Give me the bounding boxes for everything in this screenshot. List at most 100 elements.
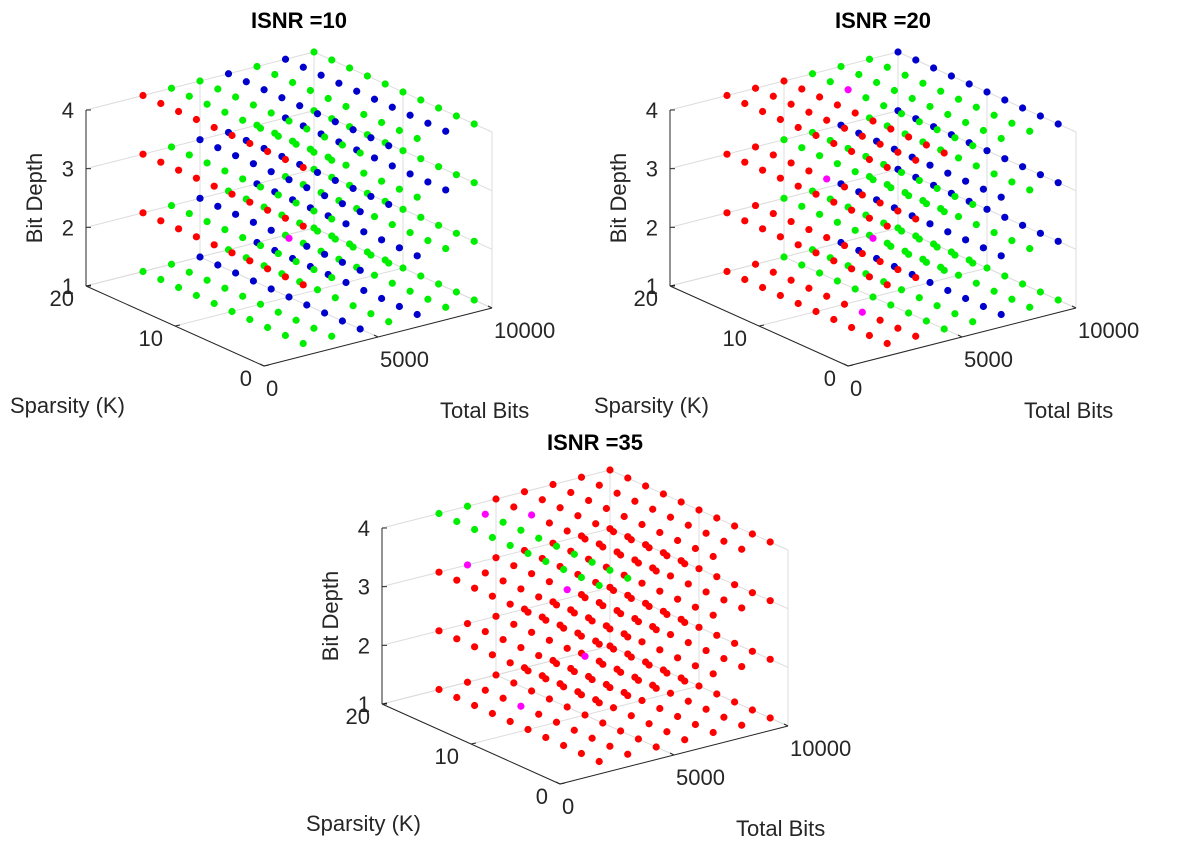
data-point-green: [470, 296, 478, 304]
data-point-blue: [944, 228, 952, 236]
data-point-red: [883, 281, 891, 289]
data-point-green: [922, 258, 931, 266]
x-tick-labels: 0 5000 10000: [266, 318, 555, 401]
data-point-red: [741, 275, 749, 284]
data-point-green: [1001, 272, 1009, 280]
data-point-red: [595, 757, 603, 766]
data-point-green: [954, 271, 963, 279]
data-point-green: [185, 268, 193, 276]
data-point-green: [406, 228, 414, 237]
data-point-red: [731, 581, 739, 589]
y-tick-label: 20: [50, 286, 74, 311]
data-point-green: [395, 185, 403, 193]
data-point-red: [759, 166, 767, 174]
data-point-red: [542, 675, 550, 683]
x-tick-label: 10000: [1078, 318, 1139, 343]
data-point-green: [221, 108, 229, 116]
data-point-red: [510, 503, 518, 511]
data-point-green: [221, 284, 229, 292]
data-point-red: [435, 685, 443, 694]
data-point-blue: [1001, 155, 1009, 163]
data-point-green: [239, 233, 247, 242]
data-point-red: [883, 339, 891, 348]
data-point-red: [858, 191, 866, 199]
data-point-red: [780, 77, 788, 85]
data-point-red: [787, 159, 795, 167]
data-point-red: [535, 710, 543, 718]
data-point-green: [880, 102, 888, 110]
data-point-red: [545, 636, 554, 644]
data-point-green: [303, 125, 311, 133]
data-point-red: [463, 619, 472, 628]
data-point-blue: [214, 144, 222, 152]
data-point-green: [185, 151, 193, 159]
data-point-blue: [356, 325, 364, 333]
data-point-blue: [1001, 213, 1009, 221]
y-tick-label: 0: [824, 366, 836, 391]
z-tick-label: 2: [62, 215, 74, 240]
data-point-blue: [331, 176, 339, 185]
x-tick-mark: [373, 334, 379, 338]
data-point-red: [848, 147, 856, 156]
data-point-green: [1019, 280, 1027, 288]
data-point-green: [264, 323, 272, 332]
data-point-blue: [299, 63, 307, 71]
data-point-red: [794, 299, 802, 308]
data-point-green: [239, 292, 247, 300]
data-point-blue: [338, 317, 346, 325]
data-point-red: [210, 182, 218, 190]
data-point-red: [609, 704, 618, 712]
data-point-red: [823, 233, 831, 242]
data-point-blue: [285, 176, 293, 184]
data-point-red: [720, 537, 728, 545]
chart-panel-isnr-35: ISNR =35 1 2 3 4 0 10 20 0 5000 10000 Bit Depth…: [306, 430, 851, 841]
data-point-blue: [349, 126, 357, 134]
x-tick-label: 5000: [964, 347, 1013, 372]
data-point-green: [363, 72, 371, 80]
data-point-red: [713, 690, 721, 698]
data-point-green: [435, 163, 443, 171]
data-point-green: [595, 581, 603, 590]
data-point-magenta: [563, 586, 571, 594]
data-point-green: [349, 302, 357, 310]
data-point-blue: [356, 266, 364, 274]
data-point-red: [563, 527, 571, 535]
data-point-red: [435, 568, 443, 576]
data-point-green: [413, 134, 421, 143]
data-point-magenta: [481, 510, 489, 518]
data-point-red: [627, 653, 635, 661]
data-point-green: [239, 116, 247, 124]
data-point-blue: [338, 200, 346, 208]
data-point-red: [876, 140, 884, 148]
data-point-magenta: [517, 702, 525, 710]
data-point-blue: [965, 80, 973, 88]
data-point-red: [228, 249, 236, 257]
data-point-red: [883, 163, 891, 172]
data-point-magenta: [869, 234, 877, 242]
z-axis-label: Bit Depth: [22, 153, 47, 244]
data-point-red: [848, 265, 856, 273]
data-point-red: [631, 497, 639, 505]
data-point-green: [915, 235, 923, 243]
data-point-green: [1036, 288, 1044, 296]
data-point-green: [851, 226, 859, 234]
data-point-blue: [1019, 221, 1027, 229]
data-point-red: [617, 610, 625, 618]
data-point-green: [388, 220, 396, 229]
data-point-red: [606, 683, 614, 692]
data-point-green: [321, 133, 329, 141]
data-point-green: [271, 70, 279, 79]
data-point-blue: [912, 56, 920, 64]
data-point-blue: [413, 252, 421, 260]
data-point-red: [709, 611, 717, 619]
data-point-red: [488, 592, 496, 600]
data-point-red: [830, 257, 838, 265]
data-point-green: [388, 279, 396, 287]
data-point-blue: [424, 178, 432, 186]
data-point-red: [787, 276, 795, 284]
data-point-green: [232, 93, 240, 101]
data-point-green: [780, 136, 788, 144]
data-point-green: [865, 55, 874, 63]
data-point-green: [399, 88, 407, 96]
data-point-blue: [395, 244, 403, 252]
